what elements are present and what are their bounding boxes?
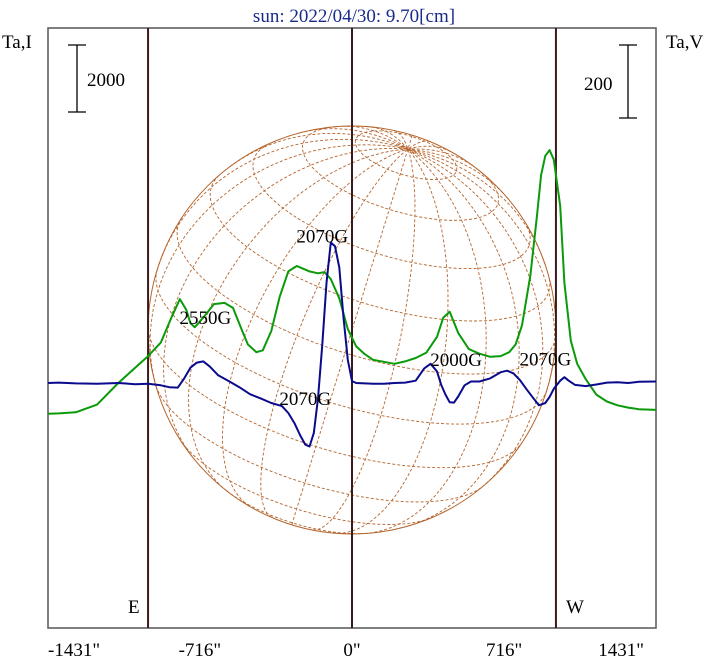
annotation-label: 2070G <box>519 349 571 370</box>
series-lines <box>47 149 657 448</box>
left-axis-label: Ta,I <box>2 32 32 53</box>
latitude-line <box>176 217 557 375</box>
latitude-line <box>209 175 551 322</box>
latitude-line <box>179 439 433 525</box>
longitude-line <box>346 125 409 150</box>
west-label: W <box>566 597 584 618</box>
longitude-line <box>407 145 451 152</box>
left-scale-value: 2000 <box>87 70 125 91</box>
annotations: 2550G 2070G 2070G 2000G 2070G <box>180 226 572 409</box>
x-tick-label: -716" <box>179 640 222 661</box>
longitude-line <box>260 148 409 518</box>
series-line-I <box>47 149 657 415</box>
longitude-line <box>156 138 409 270</box>
latitude-line <box>155 386 483 503</box>
series-line-V <box>47 241 657 448</box>
longitude-line <box>312 148 416 531</box>
longitude-line <box>371 126 409 150</box>
longitude-line <box>291 148 409 525</box>
solar-disk-grid <box>147 125 557 535</box>
longitude-line <box>407 134 413 150</box>
annotation-label: 2070G <box>279 389 331 410</box>
chart-title: sun: 2022/04/30: 9.70[cm] <box>253 6 455 27</box>
annotation-label: 2000G <box>430 350 482 371</box>
annotation-label: 2550G <box>180 308 232 329</box>
longitude-line <box>188 148 409 492</box>
longitude-line <box>364 148 487 535</box>
x-tick-label: 1431" <box>598 640 644 661</box>
longitude-line <box>337 148 449 534</box>
longitude-line <box>163 147 409 461</box>
right-scale-value: 200 <box>584 74 613 95</box>
longitude-line <box>149 144 409 387</box>
longitude-line <box>407 148 504 194</box>
scale-bars <box>68 44 637 119</box>
x-tick-label: -1431" <box>48 640 100 661</box>
longitude-line <box>222 148 409 507</box>
reference-lines <box>147 28 557 628</box>
latitude-line <box>252 143 531 270</box>
east-label: E <box>128 597 140 618</box>
latitude-line <box>155 269 548 425</box>
right-axis-label: Ta,V <box>666 32 703 53</box>
longitude-line <box>407 148 544 488</box>
longitude-line <box>229 132 409 168</box>
longitude-line <box>407 140 431 150</box>
longitude-line <box>407 148 472 166</box>
longitude-line <box>393 130 409 150</box>
x-tick-label: 716" <box>486 640 522 661</box>
x-tick-label: 0" <box>343 640 360 661</box>
longitude-line <box>407 148 546 265</box>
longitude-line <box>407 148 520 527</box>
longitude-line <box>407 148 556 391</box>
x-tick-labels: -1431" -716" 0" 716" 1431" <box>48 640 644 661</box>
longitude-line <box>304 128 409 150</box>
annotation-label: 2070G <box>296 226 348 247</box>
